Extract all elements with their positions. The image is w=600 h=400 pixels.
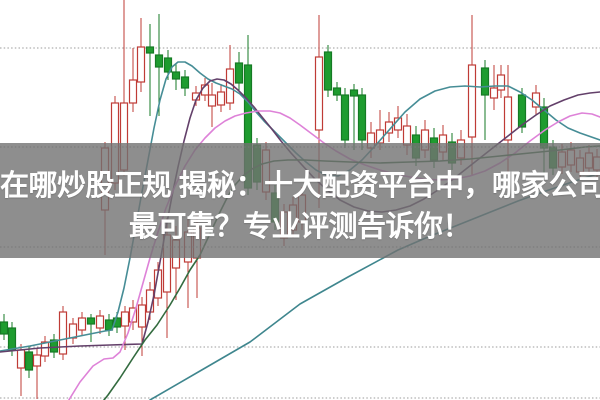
candle-down bbox=[234, 62, 244, 84]
candle-down bbox=[24, 351, 34, 371]
candle-down bbox=[86, 317, 96, 325]
candle-up bbox=[136, 46, 146, 83]
candle-up bbox=[137, 304, 147, 328]
candle-down bbox=[163, 57, 173, 73]
candle-down bbox=[171, 71, 181, 80]
candle-down bbox=[49, 339, 59, 353]
candle-down bbox=[112, 317, 122, 328]
candle-up bbox=[489, 87, 499, 99]
candle-down bbox=[340, 94, 350, 141]
headline-band bbox=[0, 143, 600, 258]
candle-down bbox=[0, 321, 9, 335]
candle-up bbox=[68, 323, 78, 339]
candle-up bbox=[314, 56, 324, 131]
candle-up bbox=[467, 64, 477, 138]
headline-line-2: 最可靠？专业评测告诉你！ bbox=[128, 211, 472, 243]
candle-down bbox=[323, 51, 333, 91]
candle-down bbox=[517, 94, 527, 128]
candle-down bbox=[480, 67, 490, 96]
candle-up bbox=[128, 79, 138, 104]
candle-down bbox=[180, 76, 190, 89]
candle-down bbox=[349, 89, 359, 97]
candle-up bbox=[402, 125, 412, 146]
candle-up bbox=[95, 315, 105, 329]
headline-line-1: 在哪炒股正规 揭秘：十大配资平台中，哪家公司 bbox=[0, 170, 600, 202]
candle-down bbox=[104, 319, 114, 331]
candle-down bbox=[154, 54, 164, 68]
candle-up bbox=[120, 311, 130, 327]
candle-up bbox=[77, 317, 87, 331]
candle-up bbox=[40, 341, 50, 357]
candle-down bbox=[145, 46, 155, 54]
candle-up bbox=[32, 354, 42, 367]
candle-down bbox=[539, 106, 549, 149]
candle-up bbox=[207, 94, 217, 107]
headline-overlay: 在哪炒股正规 揭秘：十大配资平台中，哪家公司 最可靠？专业评测告诉你！ bbox=[0, 166, 600, 248]
candle-up bbox=[216, 91, 226, 106]
candle-up bbox=[496, 74, 506, 91]
candle-down bbox=[357, 94, 367, 141]
candle-up bbox=[503, 96, 513, 141]
candle-up bbox=[384, 121, 394, 134]
candle-up bbox=[58, 311, 68, 355]
candle-down bbox=[7, 327, 17, 351]
candle-up bbox=[16, 349, 26, 369]
candle-down bbox=[332, 87, 342, 96]
